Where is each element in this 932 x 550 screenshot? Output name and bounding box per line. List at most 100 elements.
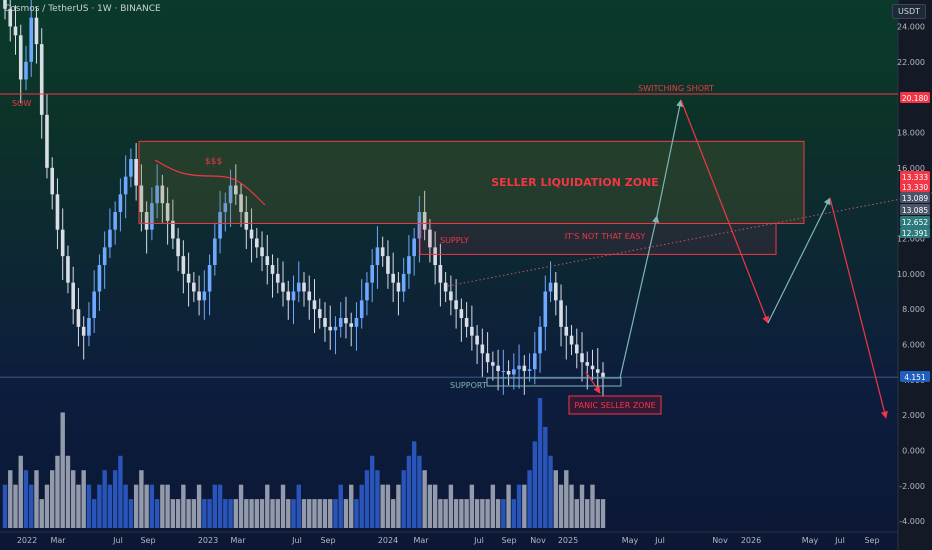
price-tag-label: 13.085 — [902, 206, 928, 215]
volume-bar — [448, 484, 454, 528]
candle-body — [3, 0, 7, 9]
candle-body — [50, 167, 55, 195]
price-tag — [900, 192, 930, 203]
x-tick-label: Nov — [530, 536, 546, 545]
candle-body — [302, 282, 306, 292]
volume-bar — [196, 484, 202, 528]
volume-bar — [217, 484, 223, 528]
support-label: SUPPORT — [450, 381, 487, 390]
volume-bar — [270, 499, 275, 528]
volume-bar — [275, 499, 280, 528]
candle-body — [228, 185, 233, 204]
candle-body — [97, 265, 102, 292]
volume-bar — [81, 470, 86, 528]
volume-bar — [160, 484, 165, 528]
volume-bar — [249, 499, 254, 528]
volume-bar — [369, 455, 375, 528]
x-tick-label: Jul — [654, 536, 665, 545]
candle-body — [501, 371, 506, 372]
x-tick-label: 2022 — [17, 536, 37, 545]
volume-bar — [91, 499, 97, 528]
volume-bar — [60, 412, 65, 528]
candle-body — [517, 365, 521, 370]
y-tick-label: 10.000 — [897, 270, 925, 279]
candle-body — [354, 318, 359, 327]
x-tick-label: May — [802, 536, 819, 545]
y-tick-label: 6.000 — [902, 341, 925, 350]
volume-bar — [485, 499, 490, 528]
volume-bar — [495, 499, 501, 528]
candle-body — [512, 369, 516, 375]
y-tick-label: 24.000 — [897, 23, 925, 32]
volume-bar — [44, 484, 50, 528]
candle-body — [218, 212, 222, 239]
volume-bar — [516, 484, 522, 528]
candle-body — [213, 238, 217, 265]
candle-body — [171, 220, 175, 239]
volume-bar — [18, 455, 23, 528]
candle-body — [202, 291, 207, 301]
candle-body — [254, 238, 259, 248]
volume-bar — [86, 484, 92, 528]
volume-bar — [154, 499, 160, 528]
volume-bar — [406, 455, 412, 528]
candle-body — [150, 203, 154, 230]
candle-body — [553, 282, 558, 301]
x-tick-label: Mar — [413, 536, 429, 545]
candle-body — [291, 291, 296, 301]
candle-body — [249, 229, 254, 239]
volume-bar — [375, 470, 380, 528]
volume-bar — [585, 499, 590, 528]
candle-body — [454, 300, 458, 310]
candle-body — [192, 282, 196, 292]
candle-body — [428, 229, 432, 248]
y-tick-label: 22.000 — [897, 58, 925, 67]
volume-bar — [181, 484, 186, 528]
volume-bar — [432, 484, 438, 528]
volume-bar — [265, 484, 270, 528]
volume-bar — [133, 484, 139, 528]
drop-arrow — [680, 99, 769, 324]
volume-bar — [574, 499, 579, 528]
volume-bar — [490, 484, 496, 528]
x-tick-label: Jul — [112, 536, 123, 545]
volume-bar — [522, 484, 527, 528]
volume-bar — [97, 484, 102, 528]
x-tick-label: Nov — [712, 536, 728, 545]
candle-body — [71, 282, 75, 310]
candle-body — [475, 335, 479, 345]
candle-body — [464, 318, 469, 327]
currency-badge[interactable]: USDT — [892, 4, 926, 19]
volume-bar — [307, 499, 312, 528]
volume-bar — [474, 499, 480, 528]
not-easy-label: IT'S NOT THAT EASY — [565, 232, 646, 241]
volume-bar — [144, 484, 149, 528]
candle-body — [244, 212, 249, 230]
price-tag — [900, 181, 930, 192]
candle-body — [24, 61, 28, 80]
volume-bar — [411, 441, 417, 528]
candle-body — [60, 229, 65, 257]
candle-body — [338, 318, 343, 327]
candle-body — [391, 273, 395, 283]
dollar-label: $$$ — [205, 157, 222, 167]
panic-seller-label: PANIC SELLER ZONE — [574, 401, 655, 410]
volume-bar — [385, 484, 391, 528]
volume-bar — [595, 499, 600, 528]
candle-body — [370, 265, 374, 283]
candle-body — [396, 282, 401, 292]
volume-bar — [50, 470, 55, 528]
volume-bar — [558, 484, 564, 528]
candle-body — [443, 282, 448, 292]
sow-label: SOW — [12, 99, 31, 108]
volume-bar — [537, 398, 543, 528]
volume-bar — [259, 499, 265, 528]
price-tag-label: 13.330 — [902, 183, 928, 192]
y-tick-label: -2.000 — [899, 482, 925, 491]
y-tick-label: 8.000 — [902, 305, 925, 314]
volume-bar — [286, 499, 291, 528]
candle-body — [449, 291, 453, 301]
volume-bar — [469, 484, 475, 528]
